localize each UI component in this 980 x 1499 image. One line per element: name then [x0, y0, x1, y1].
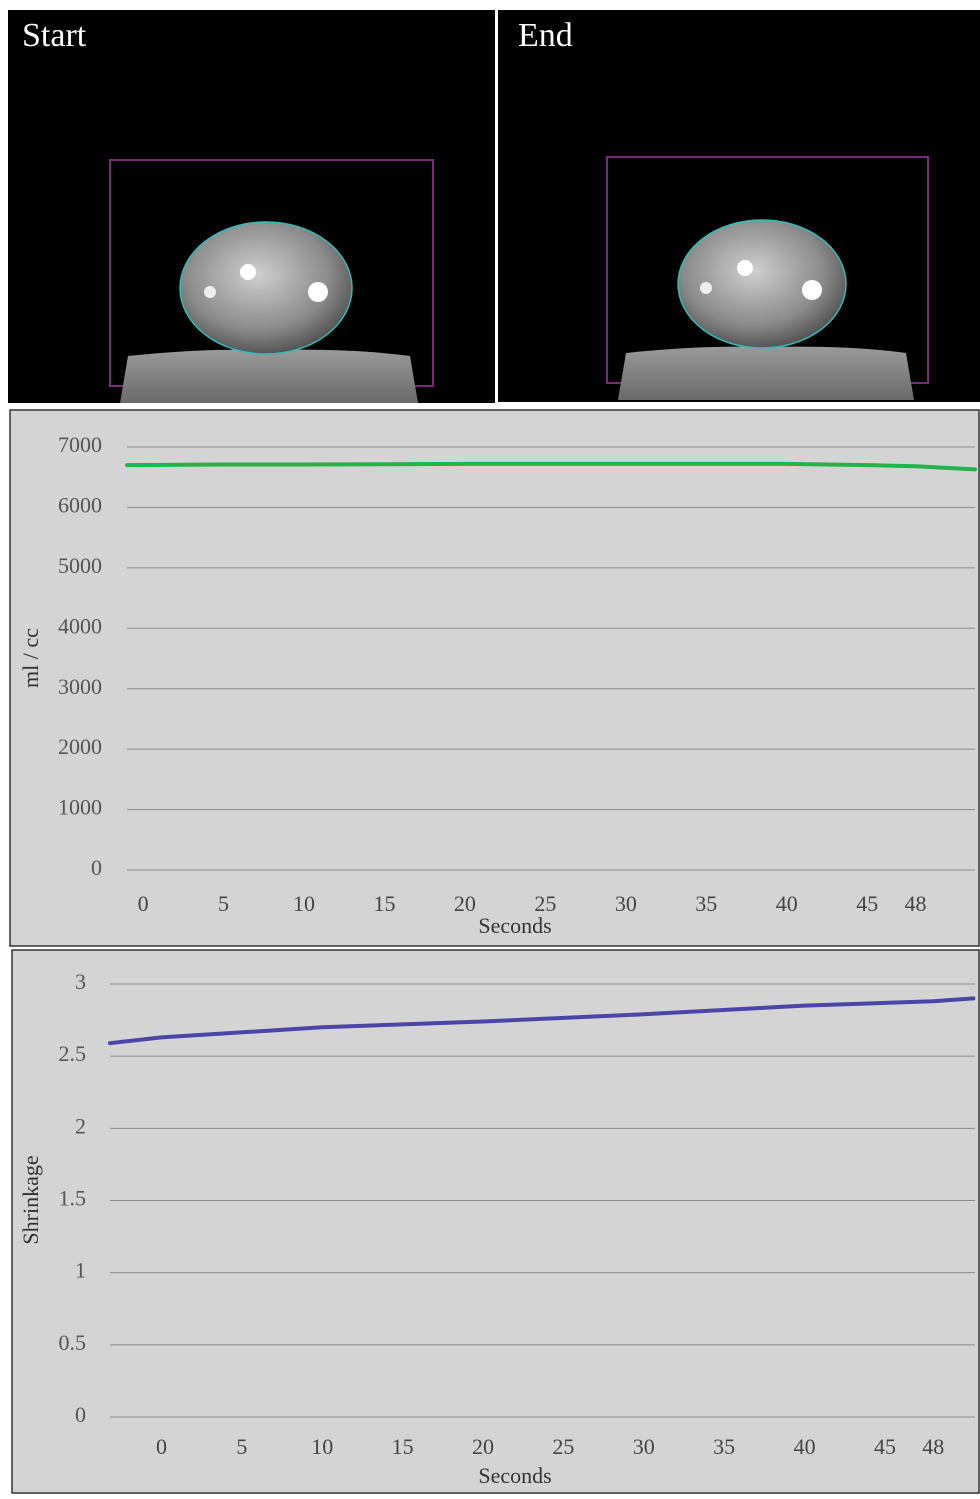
y-tick-label: 2000 — [58, 734, 102, 759]
image-label: Start — [22, 17, 87, 54]
y-tick-label: 7000 — [58, 432, 102, 457]
x-tick-label: 10 — [311, 1434, 333, 1459]
x-tick-label: 30 — [633, 1434, 655, 1459]
x-tick-label: 30 — [615, 891, 637, 916]
x-tick-label: 48 — [904, 891, 926, 916]
y-tick-label: 1000 — [58, 795, 102, 820]
x-tick-label: 5 — [218, 891, 229, 916]
x-axis-title: Seconds — [478, 913, 551, 938]
end-image: End — [498, 10, 980, 402]
y-tick-label: 3 — [75, 969, 86, 994]
x-tick-label: 48 — [922, 1434, 944, 1459]
y-tick-label: 0 — [75, 1402, 86, 1427]
x-tick-label: 20 — [454, 891, 476, 916]
x-tick-label: 15 — [373, 891, 395, 916]
y-tick-label: 2 — [75, 1113, 86, 1138]
chart-panel — [10, 410, 979, 946]
x-tick-label: 15 — [392, 1434, 414, 1459]
x-tick-label: 40 — [794, 1434, 816, 1459]
y-tick-label: 3000 — [58, 674, 102, 699]
x-tick-label: 45 — [856, 891, 878, 916]
start-image: Start — [8, 10, 495, 403]
y-tick-label: 1.5 — [59, 1186, 87, 1211]
y-tick-label: 6000 — [58, 492, 102, 517]
x-tick-label: 0 — [138, 891, 149, 916]
x-tick-label: 5 — [236, 1434, 247, 1459]
y-tick-label: 0.5 — [59, 1330, 87, 1355]
x-tick-label: 20 — [472, 1434, 494, 1459]
y-tick-label: 4000 — [58, 613, 102, 638]
y-axis-title: Shrinkage — [18, 1155, 43, 1244]
image-label: End — [518, 17, 573, 54]
y-tick-label: 0 — [91, 855, 102, 880]
x-axis-title: Seconds — [478, 1463, 551, 1488]
figure: Start End 010002000300040005000600070000… — [0, 0, 980, 1494]
y-tick-label: 1 — [75, 1258, 86, 1283]
x-tick-label: 45 — [874, 1434, 896, 1459]
y-tick-label: 5000 — [58, 553, 102, 578]
x-tick-label: 35 — [713, 1434, 735, 1459]
x-tick-label: 25 — [552, 1434, 574, 1459]
y-axis-title: ml / cc — [18, 628, 43, 688]
x-tick-label: 35 — [695, 891, 717, 916]
x-tick-label: 0 — [156, 1434, 167, 1459]
chart-panel — [12, 950, 979, 1493]
x-tick-label: 40 — [776, 891, 798, 916]
y-tick-label: 2.5 — [59, 1041, 87, 1066]
x-tick-label: 10 — [293, 891, 315, 916]
